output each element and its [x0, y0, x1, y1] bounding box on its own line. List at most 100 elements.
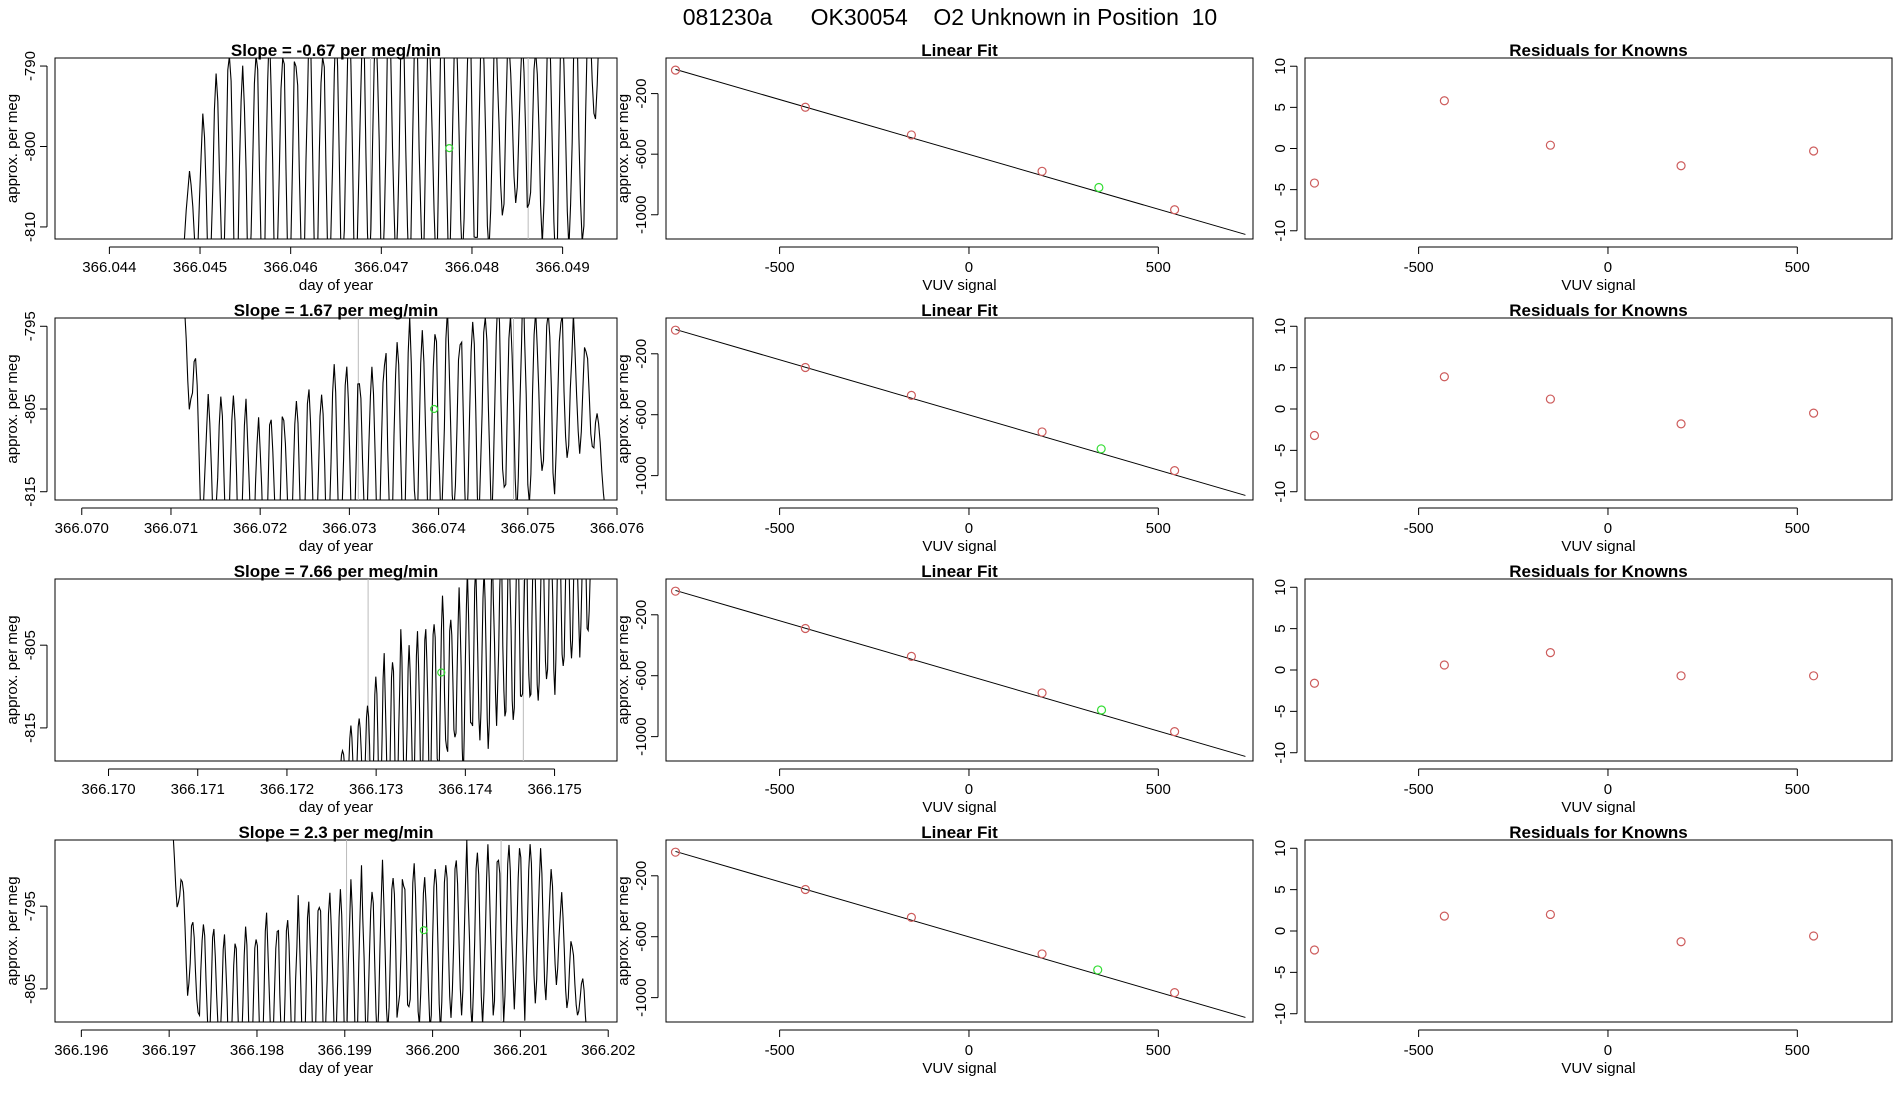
x-tick-label: -500	[1404, 1042, 1434, 1059]
x-axis-label: day of year	[299, 799, 373, 816]
x-tick-label: 0	[1604, 781, 1612, 798]
y-tick-label: 5	[1272, 885, 1289, 893]
known-point	[1676, 419, 1686, 429]
x-tick-label: 500	[1785, 781, 1810, 798]
x-tick-label: 366.076	[590, 520, 644, 537]
y-tick-label: 10	[1272, 318, 1289, 335]
plot-area	[1309, 372, 1819, 441]
known-point	[1170, 466, 1180, 476]
panel-title: Residuals for Knowns	[1509, 823, 1688, 842]
y-axis-label: approx. per meg	[4, 354, 21, 463]
page-title: 081230a OK30054 O2 Unknown in Position 1…	[682, 4, 1218, 30]
y-tick-label: -600	[633, 922, 650, 952]
panel-title: Slope = 1.67 per meg/min	[234, 301, 439, 320]
x-tick-label: 366.199	[318, 1042, 372, 1059]
panel-time-series-row2: Slope = 1.67 per meg/min 366.070 366.071 36…	[4, 301, 644, 555]
y-tick-label: -200	[633, 600, 650, 630]
plot-area	[670, 847, 1246, 1018]
fit-line	[675, 589, 1246, 757]
y-tick-label: -810	[22, 212, 39, 242]
known-point	[1309, 945, 1320, 955]
x-tick-label: 0	[1604, 520, 1612, 537]
y-tick-label: -200	[633, 339, 650, 369]
data-trace	[183, 58, 599, 239]
panel-time-series-row4: Slope = 2.3 per meg/min 366.196 366.197 366…	[4, 823, 635, 1077]
known-point	[906, 390, 917, 400]
x-tick-label: -500	[765, 520, 795, 537]
y-tick-label: -795	[22, 891, 39, 921]
known-point	[1037, 949, 1047, 959]
panel-residuals-row2: Residuals for Knowns -500 0 500 VUV signal 10…	[1272, 301, 1893, 555]
known-point	[1809, 146, 1819, 156]
plot-frame	[665, 317, 1254, 501]
x-tick-label: 366.201	[493, 1042, 547, 1059]
y-tick-label: -200	[633, 861, 650, 891]
x-tick-label: -500	[765, 781, 795, 798]
known-point	[1037, 427, 1047, 437]
plot-area	[1309, 909, 1819, 955]
y-tick-label: -805	[22, 974, 39, 1004]
data-trace	[340, 579, 591, 761]
known-point	[906, 651, 917, 661]
known-point	[1170, 988, 1180, 998]
x-tick-label: -500	[1404, 781, 1434, 798]
x-tick-label: 366.196	[54, 1042, 108, 1059]
y-tick-label: 0	[1272, 144, 1289, 152]
plot-area	[183, 58, 599, 239]
x-tick-label: 0	[965, 1042, 973, 1059]
y-tick-label: -5	[1272, 183, 1289, 196]
unknown-point	[1096, 444, 1106, 454]
panel-residuals-row1: Residuals for Knowns -500 0 500 VUV signal 10…	[1272, 41, 1893, 294]
known-point	[1439, 96, 1449, 106]
known-point	[906, 130, 917, 140]
panel-linear-fit-row2: Linear Fit -500 0 500 VUV signal -200 -600 -100…	[615, 301, 1254, 555]
panel-linear-fit-row4: Linear Fit -500 0 500 VUV signal -200 -600 -100…	[615, 823, 1254, 1077]
x-tick-label: 366.175	[527, 781, 581, 798]
y-tick-label: -800	[22, 131, 39, 161]
plot-frame	[54, 578, 618, 762]
known-point	[1545, 140, 1556, 150]
x-tick-label: 500	[1785, 259, 1810, 276]
x-tick-label: 366.200	[405, 1042, 459, 1059]
known-point	[670, 325, 681, 335]
y-tick-label: -10	[1272, 220, 1289, 242]
y-tick-label: 10	[1272, 579, 1289, 596]
panel-time-series-row1: Slope = -0.67 per meg/min 366.044 366.045 3…	[4, 41, 618, 294]
known-point	[1676, 161, 1686, 171]
unknown-point	[437, 668, 446, 677]
fit-line	[675, 328, 1246, 496]
x-tick-label: 366.048	[445, 259, 499, 276]
y-tick-label: -1000	[633, 978, 650, 1016]
x-axis-label: day of year	[299, 538, 373, 555]
data-trace	[172, 840, 587, 1022]
plot-area	[184, 318, 605, 500]
panel-title: Residuals for Knowns	[1509, 301, 1688, 320]
y-tick-label: -5	[1272, 444, 1289, 457]
plot-area	[1309, 648, 1819, 688]
plot-frame	[54, 317, 618, 501]
x-tick-label: 366.075	[501, 520, 555, 537]
plot-frame	[1304, 578, 1893, 762]
known-point	[1037, 166, 1047, 176]
plot-frame	[54, 57, 618, 240]
panel-residuals-row3: Residuals for Knowns -500 0 500 VUV signal 10…	[1272, 562, 1893, 816]
x-tick-label: 500	[1146, 520, 1171, 537]
panel-linear-fit-row3: Linear Fit -500 0 500 VUV signal -200 -600 -100…	[615, 562, 1254, 816]
x-tick-label: 366.046	[264, 259, 318, 276]
y-tick-label: -1000	[633, 196, 650, 234]
y-tick-label: -5	[1272, 705, 1289, 718]
y-tick-label: 10	[1272, 58, 1289, 75]
y-tick-label: -790	[22, 51, 39, 81]
x-tick-label: 366.047	[354, 259, 408, 276]
unknown-point	[445, 143, 454, 153]
y-tick-label: 5	[1272, 363, 1289, 371]
fit-line	[675, 68, 1246, 235]
y-axis-label: approx. per meg	[615, 94, 632, 203]
x-tick-label: 366.197	[142, 1042, 196, 1059]
known-point	[800, 362, 810, 373]
x-tick-label: 366.170	[81, 781, 135, 798]
known-point	[1545, 394, 1556, 404]
unknown-point	[1096, 705, 1107, 715]
y-tick-label: -815	[22, 713, 39, 743]
